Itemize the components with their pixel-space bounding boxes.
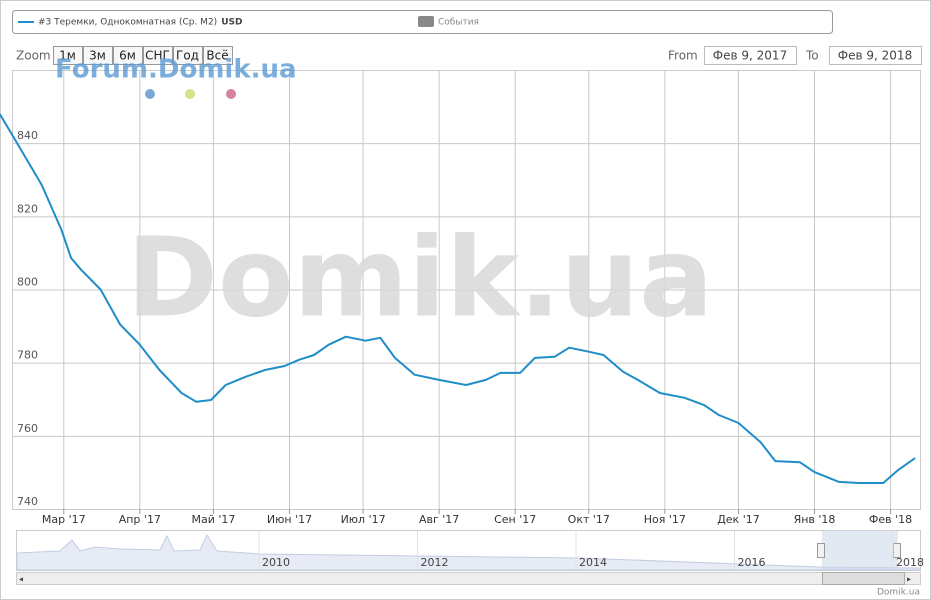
x-tick-label: Апр '17	[119, 513, 161, 526]
zoom-button[interactable]	[53, 46, 83, 65]
events-swatch	[418, 16, 434, 27]
to-label: To	[805, 49, 819, 63]
zoom-label: Zoom	[16, 49, 51, 63]
x-tick-label: Сен '17	[494, 513, 536, 526]
credit: Domik.ua	[877, 588, 920, 598]
scrollbar[interactable]	[16, 572, 921, 585]
y-tick-label: 820	[17, 202, 38, 215]
x-tick-label: Ноя '17	[644, 513, 686, 526]
zoom-button[interactable]	[203, 46, 233, 65]
navigator-year: 2018	[896, 556, 924, 569]
zoom-button[interactable]	[173, 46, 203, 65]
zoom-button-label[interactable]: 6м	[119, 49, 136, 63]
x-tick-label: Фев '18	[869, 513, 912, 526]
scroll-right[interactable]: ▸	[907, 575, 911, 584]
scrollbar-thumb[interactable]	[822, 572, 905, 585]
zoom-button-label[interactable]: Всё	[206, 49, 228, 63]
navigator-year: 2012	[421, 556, 449, 569]
x-tick-label: Окт '17	[568, 513, 610, 526]
x-tick-label: Июл '17	[341, 513, 386, 526]
scroll-left[interactable]: ◂	[19, 575, 23, 584]
navigator-year: 2014	[579, 556, 607, 569]
y-tick-label: 780	[17, 349, 38, 362]
navigator-handle[interactable]	[817, 543, 825, 558]
y-tick-label: 840	[17, 129, 38, 142]
legend-unit: USD	[221, 18, 242, 28]
x-tick-label: Май '17	[191, 513, 235, 526]
zoom-button-label[interactable]: 3м	[89, 49, 106, 63]
zoom-button-label[interactable]: СНГ	[145, 49, 170, 63]
to-input[interactable]	[829, 46, 922, 65]
navigator-mask	[822, 530, 898, 570]
dot	[226, 89, 236, 99]
zoom-button[interactable]	[143, 46, 173, 65]
to-value[interactable]: Фев 9, 2018	[838, 49, 912, 63]
x-tick-label: Янв '18	[794, 513, 836, 526]
zoom-button[interactable]	[83, 46, 113, 65]
y-tick-label: 800	[17, 276, 38, 289]
x-tick-label: Авг '17	[419, 513, 459, 526]
x-tick-label: Дек '17	[717, 513, 760, 526]
x-tick-label: Июн '17	[267, 513, 312, 526]
dot	[185, 89, 195, 99]
events-label[interactable]: События	[438, 18, 479, 28]
legend-label[interactable]: #3 Теремки, Однокомнатная (Ср. М2)	[38, 18, 217, 28]
forum-watermark: Forum.Domik.ua	[55, 55, 297, 85]
zoom-button[interactable]	[113, 46, 143, 65]
zoom-button-label[interactable]: 1м	[59, 49, 76, 63]
series-line	[0, 113, 916, 484]
watermark: Domik.ua	[127, 213, 714, 341]
navigator-year: 2016	[738, 556, 766, 569]
from-input[interactable]	[704, 46, 797, 65]
zoom-button-label[interactable]: Год	[176, 49, 199, 63]
x-tick-label: Мар '17	[42, 513, 86, 526]
y-tick-label: 760	[17, 422, 38, 435]
y-tick-label: 740	[17, 495, 38, 508]
dot	[145, 89, 155, 99]
from-label: From	[668, 49, 698, 63]
from-value[interactable]: Фев 9, 2017	[713, 49, 787, 63]
navigator-year: 2010	[262, 556, 290, 569]
